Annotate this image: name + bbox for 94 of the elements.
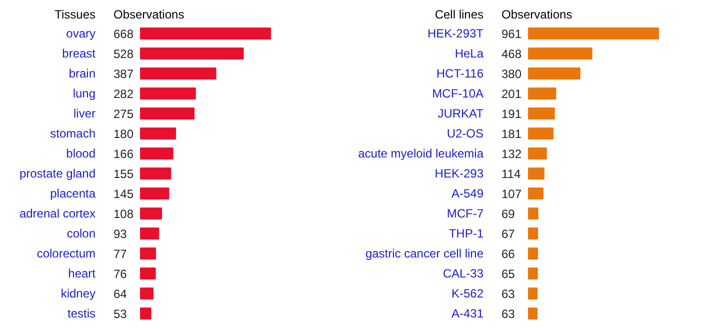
y-tick-label: ovary [66, 26, 96, 40]
data-label: 114 [502, 167, 521, 181]
bar [528, 108, 555, 120]
data-label: 63 [502, 287, 516, 301]
data-label: 108 [114, 207, 134, 221]
bar [528, 208, 538, 220]
y-tick-label: testis [67, 306, 96, 320]
y-tick-label: CAL-33 [442, 266, 484, 280]
y-tick-label: acute myeloid leukemia [358, 146, 484, 160]
data-label: 76 [114, 267, 128, 281]
y-tick-label: kidney [60, 286, 96, 300]
bar [528, 48, 592, 60]
data-label: 66 [502, 247, 516, 261]
bar [528, 148, 547, 160]
bar [528, 228, 538, 240]
data-label: 380 [502, 67, 522, 81]
y-tick-label: HEK-293T [427, 26, 484, 40]
data-label: 166 [114, 147, 134, 161]
y-tick-label: blood [66, 146, 96, 160]
y-tick-label: heart [68, 266, 96, 280]
data-label: 191 [502, 107, 522, 121]
y-tick-label: placenta [50, 186, 96, 200]
y-tick-label: JURKAT [438, 106, 484, 120]
y-tick-label: THP-1 [448, 226, 484, 240]
data-label: 69 [502, 207, 516, 221]
data-label: 65 [502, 267, 516, 281]
y-tick-label: liver [74, 106, 96, 120]
y-tick-label: HCT-116 [436, 66, 484, 80]
bar [528, 68, 580, 80]
bar [528, 248, 538, 260]
data-label: 528 [114, 47, 134, 61]
bar [528, 128, 554, 140]
bar [528, 28, 659, 40]
y-tick-label: U2-OS [446, 126, 484, 140]
data-label: 53 [114, 307, 128, 321]
bar [140, 268, 156, 280]
y-axis-title: Tissues [54, 8, 96, 22]
bar [140, 148, 174, 160]
data-label: 275 [114, 107, 134, 121]
y-tick-label: gastric cancer cell line [365, 246, 484, 260]
bar [140, 168, 172, 180]
y-tick-label: HEK-293 [434, 166, 484, 180]
data-label: 201 [502, 87, 522, 101]
x-axis-title: Observations [502, 8, 572, 22]
y-tick-label: brain [68, 66, 96, 80]
data-label: 387 [114, 67, 134, 81]
bar [140, 108, 195, 120]
y-tick-label: K-562 [451, 286, 484, 300]
y-tick-label: HeLa [454, 46, 484, 60]
y-tick-label: adrenal cortex [19, 206, 96, 220]
bar [140, 68, 216, 80]
data-label: 155 [114, 167, 134, 181]
bar [140, 88, 196, 100]
bar [140, 248, 156, 260]
data-label: 77 [114, 247, 128, 261]
data-label: 181 [502, 127, 522, 141]
bar [140, 128, 176, 140]
bar [528, 188, 544, 200]
y-tick-label: stomach [50, 126, 96, 140]
bar [140, 48, 244, 60]
y-tick-label: A-549 [451, 186, 484, 200]
data-label: 668 [114, 27, 134, 41]
y-tick-label: breast [62, 46, 96, 60]
data-label: 282 [114, 87, 134, 101]
y-tick-label: colorectum [36, 246, 96, 260]
y-tick-label: A-431 [451, 306, 484, 320]
y-axis-title: Cell lines [434, 8, 484, 22]
data-label: 961 [502, 27, 522, 41]
bar [528, 88, 556, 100]
bar [140, 208, 162, 220]
bar [140, 188, 170, 200]
bar [140, 288, 154, 300]
y-tick-label: MCF-7 [446, 206, 484, 220]
bar [140, 28, 271, 40]
data-label: 93 [114, 227, 128, 241]
data-label: 132 [502, 147, 522, 161]
data-label: 64 [114, 287, 128, 301]
y-tick-label: MCF-10A [432, 86, 484, 100]
data-label: 67 [502, 227, 516, 241]
data-label: 180 [114, 127, 134, 141]
y-tick-label: lung [72, 86, 96, 100]
data-label: 468 [502, 47, 522, 61]
y-tick-label: prostate gland [19, 166, 96, 180]
bar [528, 268, 538, 280]
bar [528, 168, 544, 180]
x-axis-title: Observations [114, 8, 184, 22]
data-label: 63 [502, 307, 516, 321]
data-label: 145 [114, 187, 134, 201]
bar [528, 308, 538, 320]
y-tick-label: colon [66, 226, 96, 240]
bar [140, 228, 160, 240]
bar [140, 308, 152, 320]
data-label: 107 [502, 187, 522, 201]
bar [528, 288, 538, 300]
